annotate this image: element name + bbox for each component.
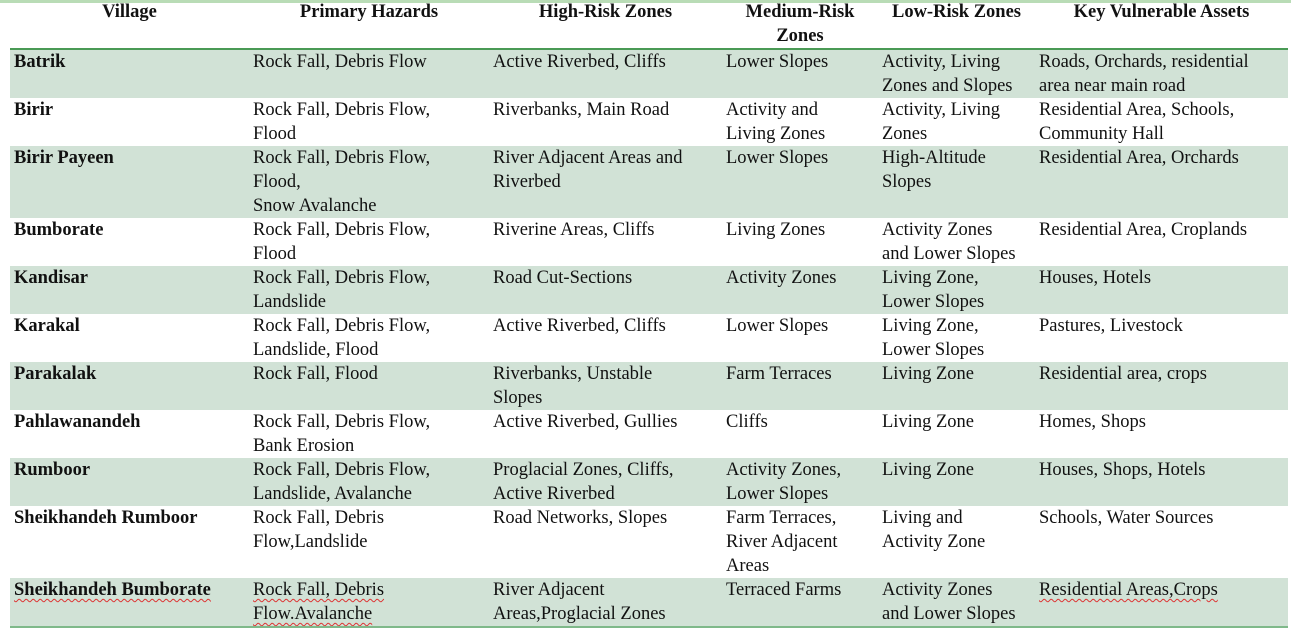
- table-row: Parakalak Rock Fall, Flood Riverbanks, Uns…: [10, 362, 1288, 410]
- cell-medium-risk-zones: Lower Slopes: [722, 146, 878, 218]
- hazard-table: Village Primary Hazards High-Risk Zones Med…: [10, 0, 1288, 628]
- cell-key-vulnerable-assets: Residential Areas,Crops: [1035, 578, 1288, 627]
- cell-primary-hazards: Rock Fall, Debris Flow, Flood: [253, 220, 431, 264]
- cell-village: Kandisar: [10, 266, 249, 314]
- table-row: Rumboor Rock Fall, Debris Flow, Landslide…: [10, 458, 1288, 506]
- cell-low-risk-zones: Activity, Living Zones: [882, 100, 1001, 144]
- cell-key-vulnerable-assets: Houses, Shops, Hotels: [1035, 458, 1288, 506]
- cell-primary-hazards: Rock Fall, Debris Flow, Landslide, Flood: [253, 316, 431, 360]
- cell-medium-risk-zones: Cliffs: [726, 412, 768, 432]
- cell-high-risk-zones: Active Riverbed, Gullies: [493, 412, 678, 432]
- cell-key-vulnerable-assets: Schools, Water Sources: [1039, 508, 1214, 528]
- cell-key-vulnerable-assets: Houses, Hotels: [1035, 266, 1288, 314]
- table-row: Bumborate Rock Fall, Debris Flow, Flood Ri…: [10, 218, 1288, 266]
- cell-village: Bumborate: [14, 220, 104, 240]
- cell-low-risk-zones: High-Altitude Slopes: [878, 146, 1035, 218]
- cell-medium-risk-zones: Terraced Farms: [722, 578, 878, 627]
- cell-medium-risk-zones: Activity Zones, Lower Slopes: [722, 458, 878, 506]
- cell-primary-hazards: Rock Fall, Debris Flow, Landslide, Avala…: [249, 458, 489, 506]
- cell-low-risk-zones: Living Zone: [878, 458, 1035, 506]
- cell-key-vulnerable-assets: Residential Area, Schools, Community Hal…: [1039, 100, 1235, 144]
- cell-key-vulnerable-assets: Pastures, Livestock: [1039, 316, 1183, 336]
- cell-primary-hazards: Rock Fall, Debris Flow: [249, 49, 489, 98]
- table-row: Sheikhandeh Rumboor Rock Fall, Debris Flo…: [10, 506, 1288, 578]
- cell-high-risk-zones: River Adjacent Areas and Riverbed: [489, 146, 722, 218]
- column-header-low-risk-zones: Low-Risk Zones: [891, 2, 1021, 22]
- column-header-key-vulnerable-assets: Key Vulnerable Assets: [1073, 2, 1250, 22]
- column-header-high-risk-zones: High-Risk Zones: [538, 2, 673, 22]
- cell-low-risk-zones: Living Zone, Lower Slopes: [878, 266, 1035, 314]
- cell-village: Sheikhandeh Rumboor: [14, 508, 198, 528]
- cell-high-risk-zones: River Adjacent Areas,Proglacial Zones: [489, 578, 722, 627]
- cell-medium-risk-zones: Activity and Living Zones: [726, 100, 826, 144]
- cell-low-risk-zones: Living Zone, Lower Slopes: [882, 316, 985, 360]
- cell-primary-hazards: Rock Fall, Debris Flow.Avalanche: [249, 578, 489, 627]
- cell-high-risk-zones: Proglacial Zones, Cliffs, Active Riverbe…: [489, 458, 722, 506]
- cell-low-risk-zones: Activity Zones and Lower Slopes: [878, 578, 1035, 627]
- cell-village: Parakalak: [10, 362, 249, 410]
- table-row: Batrik Rock Fall, Debris Flow Active River…: [10, 49, 1288, 98]
- table-row: Kandisar Rock Fall, Debris Flow, Landslid…: [10, 266, 1288, 314]
- cell-primary-hazards: Rock Fall, Flood: [249, 362, 489, 410]
- cell-high-risk-zones: Road Cut-Sections: [489, 266, 722, 314]
- cell-low-risk-zones: Living Zone: [878, 362, 1035, 410]
- cell-low-risk-zones: Living Zone: [882, 412, 974, 432]
- column-header-village: Village: [102, 2, 157, 22]
- cell-primary-hazards: Rock Fall, Debris Flow, Flood, Snow Aval…: [249, 146, 489, 218]
- cell-primary-hazards: Rock Fall, Debris Flow, Landslide: [249, 266, 489, 314]
- cell-medium-risk-zones: Activity Zones: [722, 266, 878, 314]
- cell-village: Birir Payeen: [10, 146, 249, 218]
- cell-village: Birir: [14, 100, 54, 120]
- cell-medium-risk-zones: Lower Slopes: [726, 316, 829, 336]
- cell-village: Pahlawanandeh: [14, 412, 141, 432]
- cell-primary-hazards: Rock Fall, Debris Flow,Landslide: [253, 508, 385, 552]
- cell-village: Sheikhandeh Bumborate: [10, 578, 249, 627]
- cell-village: Karakal: [14, 316, 80, 336]
- cell-medium-risk-zones: Farm Terraces: [722, 362, 878, 410]
- cell-low-risk-zones: Living and Activity Zone: [882, 508, 986, 552]
- cell-key-vulnerable-assets: Residential Area, Croplands: [1039, 220, 1248, 240]
- cell-key-vulnerable-assets: Residential Area, Orchards: [1035, 146, 1288, 218]
- cell-primary-hazards: Rock Fall, Debris Flow, Flood: [253, 100, 431, 144]
- table-row: Sheikhandeh Bumborate Rock Fall, Debris F…: [10, 578, 1288, 627]
- cell-high-risk-zones: Riverbanks, Unstable Slopes: [489, 362, 722, 410]
- cell-high-risk-zones: Active Riverbed, Cliffs: [493, 316, 666, 336]
- column-header-primary-hazards: Primary Hazards: [299, 2, 439, 22]
- cell-key-vulnerable-assets: Homes, Shops: [1039, 412, 1146, 432]
- cell-key-vulnerable-assets: Roads, Orchards, residential area near m…: [1035, 49, 1288, 98]
- table-row: Karakal Rock Fall, Debris Flow, Landslide…: [10, 314, 1288, 362]
- cell-medium-risk-zones: Lower Slopes: [722, 49, 878, 98]
- cell-medium-risk-zones: Living Zones: [726, 220, 826, 240]
- cell-high-risk-zones: Road Networks, Slopes: [493, 508, 668, 528]
- header-row: Village Primary Hazards High-Risk Zones Med…: [10, 0, 1288, 49]
- table-row: Birir Rock Fall, Debris Flow, Flood Riverb…: [10, 98, 1288, 146]
- column-header-medium-risk-zones: Medium-Risk Zones: [745, 2, 855, 46]
- table-row: Pahlawanandeh Rock Fall, Debris Flow, Ban…: [10, 410, 1288, 458]
- cell-village: Rumboor: [10, 458, 249, 506]
- table-row: Birir Payeen Rock Fall, Debris Flow, Floo…: [10, 146, 1288, 218]
- cell-low-risk-zones: Activity Zones and Lower Slopes: [882, 220, 1016, 264]
- cell-high-risk-zones: Riverbanks, Main Road: [493, 100, 670, 120]
- cell-primary-hazards: Rock Fall, Debris Flow, Bank Erosion: [253, 412, 431, 456]
- cell-medium-risk-zones: Farm Terraces, River Adjacent Areas: [726, 508, 838, 576]
- cell-key-vulnerable-assets: Residential area, crops: [1035, 362, 1288, 410]
- cell-high-risk-zones: Riverine Areas, Cliffs: [493, 220, 655, 240]
- cell-low-risk-zones: Activity, Living Zones and Slopes: [878, 49, 1035, 98]
- cell-village: Batrik: [10, 49, 249, 98]
- cell-high-risk-zones: Active Riverbed, Cliffs: [489, 49, 722, 98]
- top-border: [0, 0, 1291, 3]
